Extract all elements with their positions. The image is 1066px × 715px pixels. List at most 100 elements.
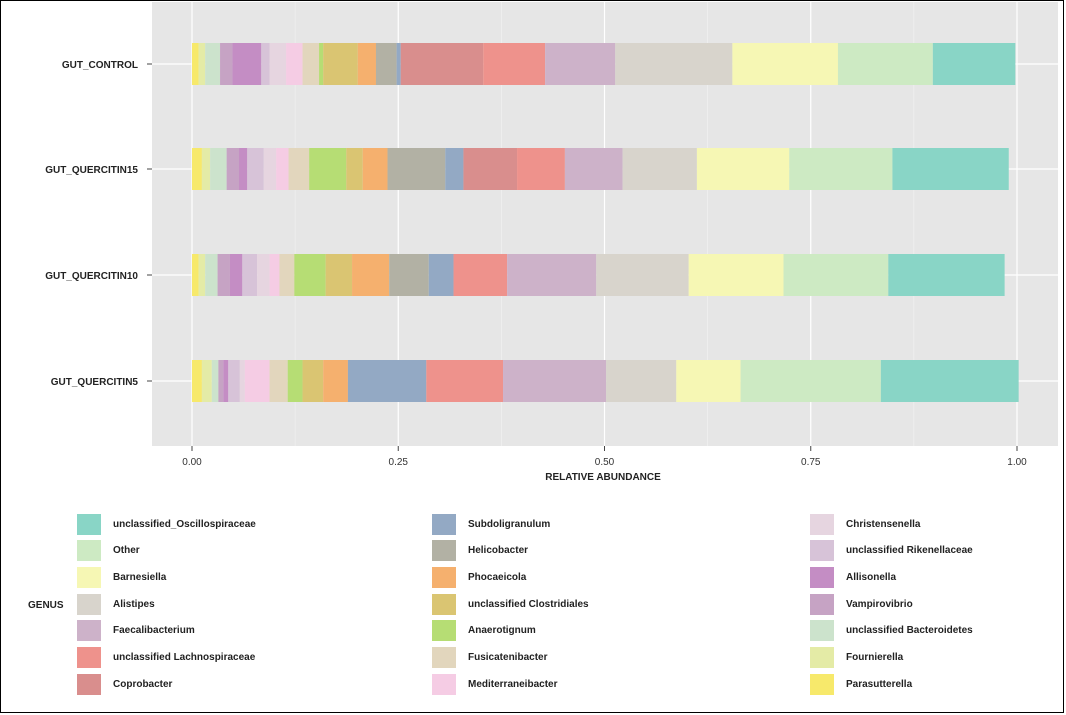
bar-segment	[269, 360, 288, 402]
legend-item: Mediterraneibacter	[432, 673, 557, 695]
bar-segment	[192, 360, 202, 402]
bar-segment	[239, 360, 245, 402]
legend-label: Helicobacter	[468, 545, 529, 557]
bar-segment	[622, 148, 697, 190]
legend-swatch	[810, 620, 834, 642]
category-label: GUT_CONTROL	[62, 60, 138, 71]
bar-segment	[287, 360, 303, 402]
legend-item: unclassified Bacteroidetes	[810, 620, 973, 642]
bar-segment	[210, 148, 227, 190]
bar-segment	[192, 254, 199, 296]
legend-label: Alistipes	[113, 598, 155, 610]
bar-segment	[396, 43, 401, 85]
legend-swatch	[810, 647, 834, 668]
x-tick-label: 0.75	[801, 457, 821, 468]
legend-swatch	[432, 673, 456, 695]
x-axis-title: RELATIVE ABUNDANCE	[545, 472, 661, 483]
bar-segment	[294, 254, 326, 296]
legend-item: unclassified Clostridiales	[432, 593, 589, 615]
bar-segment	[463, 148, 518, 190]
legend-swatch	[432, 647, 456, 668]
legend-label: Coprobacter	[113, 678, 173, 690]
bar-segment	[892, 148, 1009, 190]
legend-item: Parasutterella	[810, 673, 912, 695]
legend-swatch	[432, 593, 456, 615]
bar-segment	[615, 43, 733, 85]
bar-segment	[346, 148, 363, 190]
bar-segment	[323, 360, 348, 402]
bar-segment	[198, 254, 206, 296]
legend-item: Other	[77, 540, 140, 562]
bar-segment	[352, 254, 390, 296]
bar-segment	[325, 254, 353, 296]
legend-swatch	[77, 513, 101, 535]
bar-segment	[696, 148, 790, 190]
legend-swatch	[77, 620, 101, 642]
legend-swatch	[77, 566, 101, 588]
bar-segment	[279, 254, 295, 296]
legend-label: Barnesiella	[113, 571, 167, 583]
bar-segment	[217, 254, 230, 296]
x-tick-labels: 0.00 0.25 0.50 0.75 1.00	[182, 446, 1027, 468]
legend-swatch	[77, 647, 101, 668]
bar-segment	[269, 43, 287, 85]
legend-swatch	[77, 673, 101, 695]
bar-segment	[880, 360, 1019, 402]
bar-segment	[362, 148, 388, 190]
x-tick-label: 0.00	[182, 457, 202, 468]
bar-segment	[286, 43, 303, 85]
bar-segment	[205, 254, 218, 296]
legend-item: Fournierella	[810, 647, 903, 669]
bar-segment	[453, 254, 508, 296]
legend-item: Barnesiella	[77, 566, 166, 588]
bar-segment	[269, 254, 280, 296]
bar-segment	[426, 360, 504, 402]
legend-label: Anaerotignum	[468, 625, 536, 637]
legend-item: unclassified Rikenellaceae	[810, 540, 973, 562]
legend-label: Faecalibacterium	[113, 625, 195, 637]
bar-segment	[357, 43, 376, 85]
bar-segment	[783, 254, 889, 296]
legend-swatch	[432, 566, 456, 588]
bar-segment	[229, 254, 243, 296]
bar-segment	[503, 360, 607, 402]
legend-label: Fusicatenibacter	[468, 652, 548, 663]
bar-segment	[263, 148, 277, 190]
legend: GENUS unclassified_Oscillospiraceae Other…	[0, 500, 1066, 710]
legend-swatch	[810, 593, 834, 615]
legend-swatch	[432, 620, 456, 642]
legend-label: unclassified_Oscillospiraceae	[113, 518, 256, 530]
legend-item: Subdoligranulum	[432, 513, 550, 535]
bar-segment	[606, 360, 677, 402]
bar-segment	[888, 254, 1005, 296]
bar-segment	[257, 254, 270, 296]
legend-item: Faecalibacterium	[77, 620, 195, 642]
bar-segment	[205, 43, 221, 85]
legend-swatch	[810, 540, 834, 562]
bar-segment	[507, 254, 597, 296]
bar-segment	[676, 360, 741, 402]
bar-segment	[192, 43, 199, 85]
bar-segment	[564, 148, 623, 190]
bar-segment	[239, 148, 248, 190]
bar-segment	[347, 360, 427, 402]
legend-item: Alistipes	[77, 593, 155, 615]
legend-swatch	[810, 513, 834, 535]
bar-segment	[218, 360, 224, 402]
legend-item: Anaerotignum	[432, 620, 536, 642]
bar-segment	[198, 43, 206, 85]
bar-segment	[192, 148, 202, 190]
bar-segment	[428, 254, 454, 296]
bar-segment	[389, 254, 429, 296]
bar-segment	[309, 148, 347, 190]
bar-segment	[789, 148, 893, 190]
bar-segment	[517, 148, 565, 190]
bar-segment	[732, 43, 838, 85]
category-label: GUT_QUERCITIN5	[51, 377, 139, 388]
legend-swatch	[77, 540, 101, 562]
bar-segment	[201, 148, 211, 190]
bar-segment	[244, 360, 270, 402]
category-labels: GUT_CONTROL GUT_QUERCITIN15 GUT_QUERCITIN1…	[45, 60, 152, 388]
bar-segment	[400, 43, 484, 85]
